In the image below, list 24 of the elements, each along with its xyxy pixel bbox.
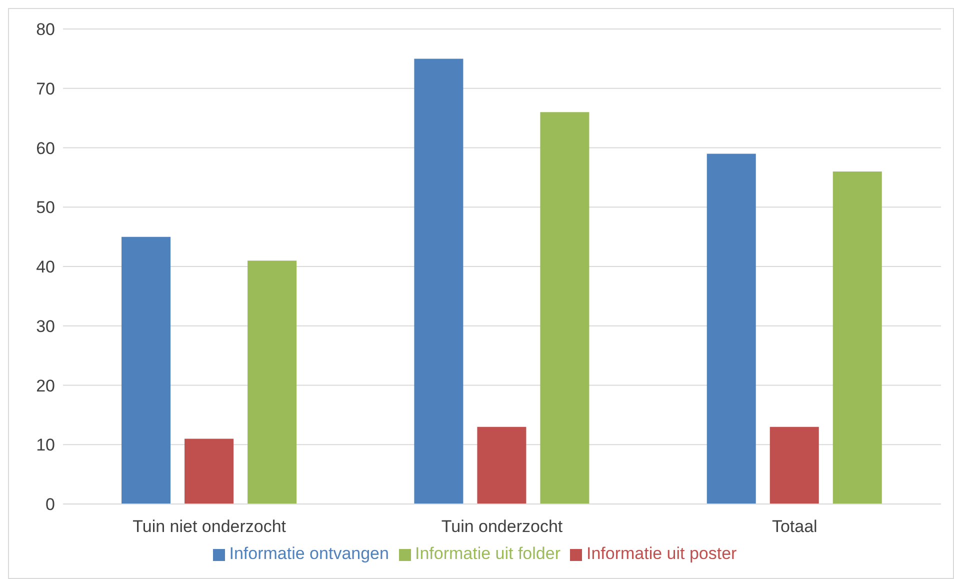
y-tick-label: 30 xyxy=(36,316,55,336)
bar xyxy=(770,426,819,504)
bar xyxy=(706,154,756,504)
x-tick-label: Totaal xyxy=(772,517,818,536)
bar xyxy=(248,260,297,504)
y-tick-label: 60 xyxy=(36,138,55,158)
legend-label: Informatie uit poster xyxy=(586,544,737,563)
legend-label: Informatie uit folder xyxy=(414,544,560,563)
x-tick-label: Tuin niet onderzocht xyxy=(132,517,286,536)
y-tick-label: 50 xyxy=(36,198,55,218)
bar xyxy=(414,58,464,504)
bar xyxy=(832,172,882,504)
y-tick-label: 20 xyxy=(36,376,55,396)
bar xyxy=(540,112,590,504)
y-tick-label: 80 xyxy=(36,20,55,40)
x-tick-label: Tuin onderzocht xyxy=(441,517,563,536)
legend-label: Informatie ontvangen xyxy=(229,544,389,563)
y-tick-label: 10 xyxy=(36,436,55,455)
y-tick-label: 70 xyxy=(36,79,55,98)
bar xyxy=(122,236,171,504)
bar xyxy=(477,426,526,504)
bar xyxy=(184,438,234,504)
y-tick-label: 40 xyxy=(36,258,55,277)
y-tick-label: 0 xyxy=(46,495,55,514)
